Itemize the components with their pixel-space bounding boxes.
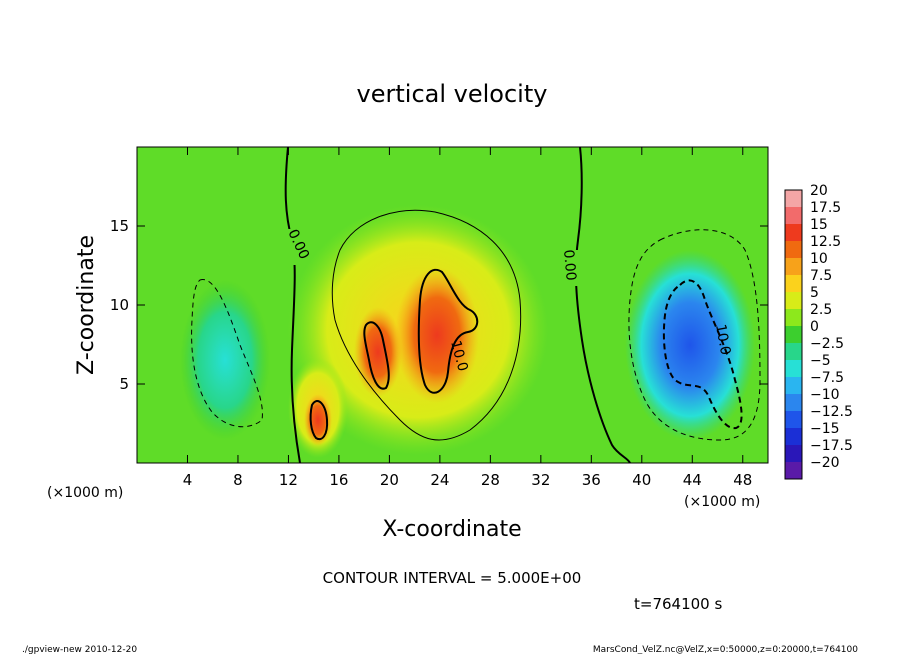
contour-label-ten-left: 10.0 <box>447 339 471 373</box>
colorbar-swatch <box>785 241 802 258</box>
zero-contour-right <box>574 147 631 463</box>
time-text: t=764100 s <box>634 595 722 613</box>
x-tick-label: 36 <box>582 471 601 489</box>
colorbar-label: 15 <box>810 217 828 233</box>
y-tick-label: 5 <box>119 375 129 393</box>
x-tick-label: 16 <box>329 471 348 489</box>
contour-5 <box>331 209 522 441</box>
colorbar-swatch <box>785 292 802 309</box>
contour-label-zero-right: 0.00 <box>560 249 579 281</box>
downdraft-core <box>625 250 755 440</box>
footer-left: ./gpview-new 2010-12-20 <box>22 645 137 654</box>
colorbar-swatch <box>785 326 802 343</box>
colorbar-label: 20 <box>810 183 828 199</box>
x-axis-label: X-coordinate <box>382 517 521 542</box>
colorbar-swatch <box>785 394 802 411</box>
colorbar-label: −12.5 <box>810 404 853 420</box>
colorbar-label: −10 <box>810 387 840 403</box>
zero-contour-left <box>284 147 301 463</box>
downdraft-weak <box>180 280 270 440</box>
colorbar-frame <box>784 189 803 480</box>
colorbar-label: −2.5 <box>810 336 844 352</box>
colorbar-label: −17.5 <box>810 438 853 454</box>
colorbar-swatch <box>785 377 802 394</box>
colorbar-label: −7.5 <box>810 370 844 386</box>
colorbar-swatch <box>785 258 802 275</box>
colorbar-swatch <box>785 445 802 462</box>
colorbar-label: −15 <box>810 421 840 437</box>
colorbar-label: 7.5 <box>810 268 832 284</box>
x-tick-label: 40 <box>632 471 651 489</box>
x-axis: 4 8 12 16 20 24 28 32 36 40 44 48 <box>183 147 752 489</box>
colorbar-label: −5 <box>810 353 831 369</box>
contour-neg5-left <box>191 279 263 428</box>
colorbar-swatch <box>785 190 802 207</box>
x-tick-label: 32 <box>531 471 550 489</box>
colorbar-label: 10 <box>810 251 828 267</box>
x-tick-label: 44 <box>683 471 702 489</box>
colorbar-swatch <box>785 224 802 241</box>
contour-10-low <box>309 400 329 440</box>
x-tick-label: 48 <box>733 471 752 489</box>
colorbar-label: 5 <box>810 285 819 301</box>
colorbar-swatch <box>785 360 802 377</box>
x-tick-label: 28 <box>481 471 500 489</box>
contour-label-ten-right: 10.0 <box>712 323 733 356</box>
colorbar-label: −20 <box>810 455 840 471</box>
colorbar-label: 17.5 <box>810 200 841 216</box>
y-tick-label: 15 <box>110 217 129 235</box>
y-tick-label: 10 <box>110 296 129 314</box>
x-tick-label: 20 <box>380 471 399 489</box>
y-axis-label: Z-coordinate <box>74 235 99 375</box>
x-unit-left: (×1000 m) <box>47 485 123 501</box>
colorbar-label: 12.5 <box>810 234 841 250</box>
colorbar-swatch <box>785 343 802 360</box>
updraft-core <box>395 267 479 403</box>
contour-neg10 <box>662 279 743 430</box>
x-tick-label: 8 <box>233 471 243 489</box>
chart-title: vertical velocity <box>357 80 548 108</box>
contour-interval-text: CONTOUR INTERVAL = 5.000E+00 <box>323 569 582 587</box>
colorbar-label: 2.5 <box>810 302 832 318</box>
colorbar-label: 0 <box>810 319 819 335</box>
colorbar-swatch <box>785 462 802 479</box>
colorbar-swatch <box>785 275 802 292</box>
heatmap-field: 0.00 0.00 10.0 10.0 <box>137 147 768 463</box>
colorbar: 2017.51512.5107.552.50−2.5−5−7.5−10−12.5… <box>784 183 853 480</box>
y-axis: 5 10 15 <box>110 217 768 393</box>
x-tick-label: 12 <box>279 471 298 489</box>
colorbar-swatch <box>785 428 802 445</box>
contour-neg5-right <box>628 229 761 441</box>
x-tick-label: 24 <box>430 471 449 489</box>
contour-10-secondary <box>363 321 390 390</box>
contour-10-core <box>417 268 479 394</box>
colorbar-swatch <box>785 411 802 428</box>
updraft-secondary <box>354 307 402 397</box>
colorbar-swatch <box>785 309 802 326</box>
footer-right: MarsCond_VelZ.nc@VelZ,x=0:50000,z=0:2000… <box>593 645 858 654</box>
x-unit-right: (×1000 m) <box>684 494 760 510</box>
x-tick-label: 4 <box>183 471 193 489</box>
colorbar-swatch <box>785 207 802 224</box>
